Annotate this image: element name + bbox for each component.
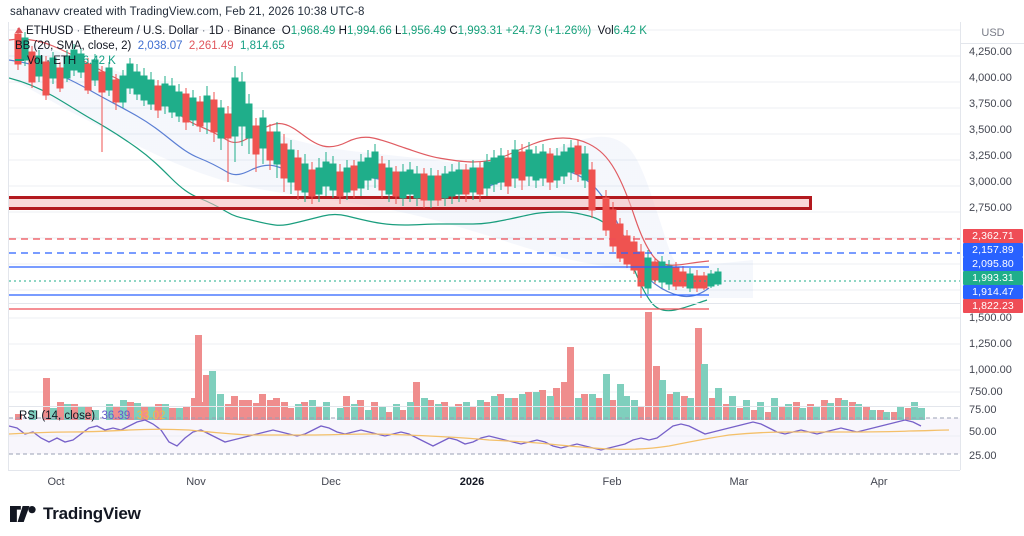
price-badge[interactable]: 2,095.80 [963, 257, 1023, 271]
price-badge[interactable]: 1,914.47 [963, 285, 1023, 299]
chart-frame[interactable]: ETHUSD · Ethereum / U.S. Dollar · 1D · B… [8, 22, 960, 470]
last-price-badge[interactable]: 1,993.31 [963, 271, 1023, 285]
axis-tick: 2,750.00 [969, 202, 1012, 214]
horizontal-level-lines [9, 238, 960, 310]
volume-pane[interactable] [9, 304, 960, 422]
price-badge[interactable]: 2,362.71 [963, 229, 1023, 243]
axis-tick: 4,250.00 [969, 46, 1012, 58]
axis-tick: 3,500.00 [969, 124, 1012, 136]
rsi-pane[interactable]: RSI (14, close) 36.39 33.02 [9, 408, 960, 470]
time-tick: Apr [870, 476, 888, 488]
axis-tick: 3,250.00 [969, 150, 1012, 162]
axis-tick: 3,750.00 [969, 98, 1012, 110]
axis-tick: 1,250.00 [969, 338, 1012, 350]
time-tick: Oct [47, 476, 65, 488]
volume-gridlines [9, 317, 960, 393]
tradingview-logo[interactable]: TradingView [10, 504, 141, 524]
axis-currency-label: USD [961, 22, 1024, 44]
axis-tick-rsi: 50.00 [969, 426, 997, 438]
axis-tick: 750.00 [969, 386, 1003, 398]
price-axis[interactable]: USD 4,250.00 4,000.00 3,750.00 3,500.00 … [960, 22, 1024, 470]
attribution-text: sahanavv created with TradingView.com, F… [10, 6, 365, 18]
rsi-ma-line [9, 428, 950, 451]
time-tick: Feb [602, 476, 622, 488]
time-tick: Nov [186, 476, 206, 488]
axis-tick-rsi: 25.00 [969, 450, 997, 462]
price-badge[interactable]: 1,822.23 [963, 299, 1023, 313]
price-plot [9, 28, 960, 312]
price-badge[interactable]: 2,157.89 [963, 243, 1023, 257]
pane-separator-volume[interactable] [9, 303, 960, 304]
candlestick-series [14, 28, 722, 298]
pane-separator-rsi[interactable] [9, 406, 960, 407]
time-tick: Mar [729, 476, 749, 488]
price-pane[interactable]: ETHUSD · Ethereum / U.S. Dollar · 1D · B… [9, 22, 960, 312]
volume-plot [9, 312, 960, 420]
axis-tick: 4,000.00 [969, 72, 1012, 84]
axis-tick-rsi: 75.00 [969, 404, 997, 416]
time-tick-year: 2026 [459, 476, 485, 488]
volume-bars [15, 312, 925, 420]
axis-tick: 1,000.00 [969, 364, 1012, 376]
time-axis[interactable]: Oct Nov Dec 2026 Feb Mar Apr [8, 470, 960, 494]
tradingview-wordmark: TradingView [43, 504, 141, 523]
axis-tick: 1,500.00 [969, 312, 1012, 324]
rsi-plot [9, 417, 960, 455]
price-gridlines [9, 29, 960, 291]
time-tick: Dec [321, 476, 341, 488]
axis-tick: 3,000.00 [969, 176, 1012, 188]
tradingview-mark-icon [10, 506, 36, 522]
rsi-line [9, 419, 922, 451]
